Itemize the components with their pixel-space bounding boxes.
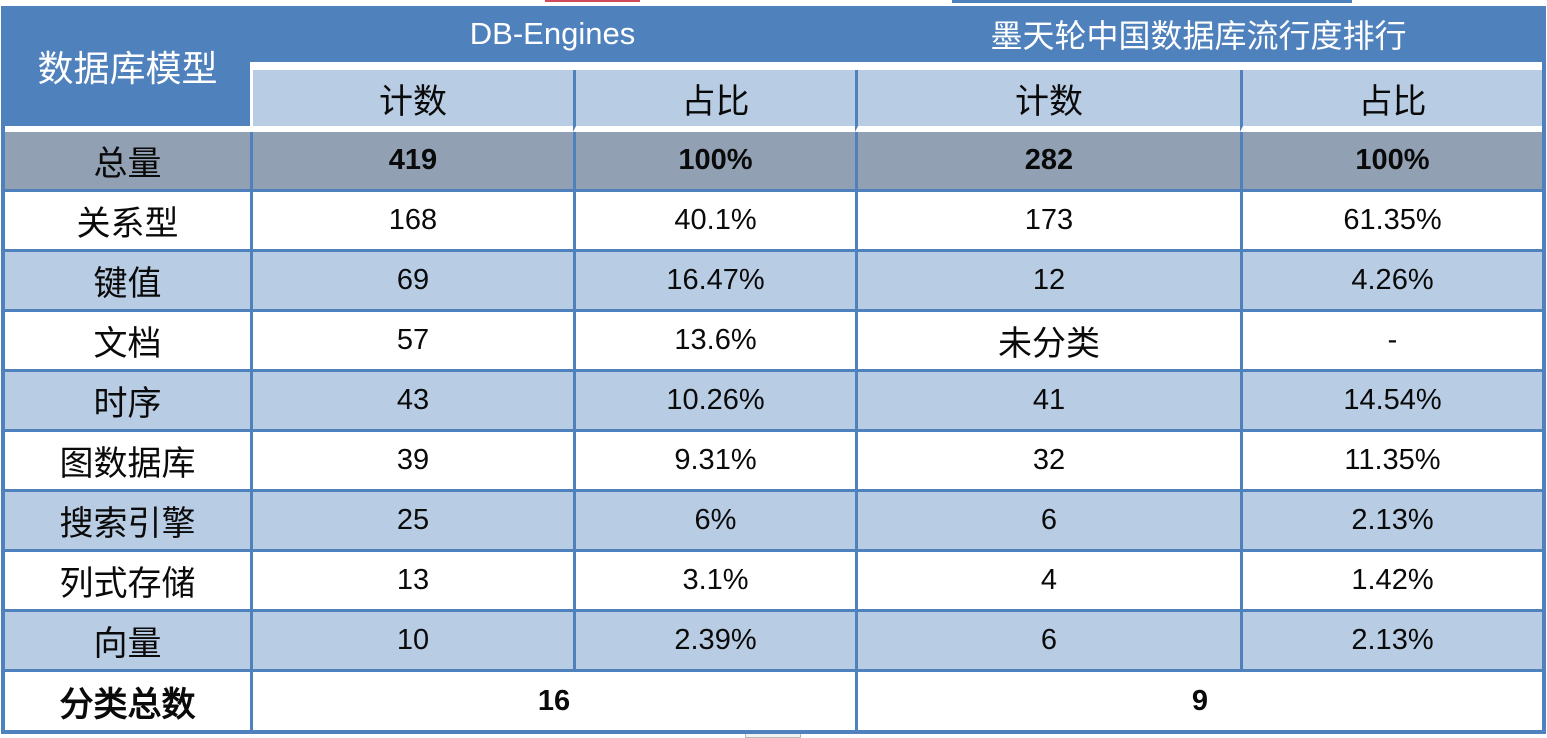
mo-count-cell: 6 [855,612,1240,672]
row-label: 时序 [5,372,250,432]
de-pct-cell: 16.47% [573,252,855,312]
corner-header-database-model: 数据库模型 [5,6,250,132]
de-count-cell: 13 [250,552,573,612]
group-header-db-engines: DB-Engines [250,6,855,70]
de-count-cell: 43 [250,372,573,432]
mo-pct-cell: - [1240,312,1542,372]
mo-pct-cell: 1.42% [1240,552,1542,612]
mo-pct-cell: 4.26% [1240,252,1542,312]
column-header-de-count: 计数 [250,70,573,132]
column-header-mo-count: 计数 [855,70,1240,132]
de-count-cell: 57 [250,312,573,372]
mo-count-cell: 未分类 [855,312,1240,372]
cropped-blue-line-artifact [952,0,1352,3]
de-pct-cell: 6% [573,492,855,552]
mo-pct-cell: 2.13% [1240,492,1542,552]
row-label: 键值 [5,252,250,312]
row-label: 文档 [5,312,250,372]
row-label: 向量 [5,612,250,672]
mo-count-cell: 173 [855,192,1240,252]
mo-count-cell: 41 [855,372,1240,432]
mo-count-cell: 6 [855,492,1240,552]
mo-pct-cell: 100% [1240,132,1542,192]
de-count-cell: 419 [250,132,573,192]
mo-pct-cell: 61.35% [1240,192,1542,252]
de-count-cell: 25 [250,492,573,552]
row-label: 列式存储 [5,552,250,612]
mo-category-total-cell: 9 [855,672,1542,730]
de-pct-cell: 10.26% [573,372,855,432]
de-pct-cell: 100% [573,132,855,192]
de-pct-cell: 40.1% [573,192,855,252]
mo-pct-cell: 14.54% [1240,372,1542,432]
mo-count-cell: 4 [855,552,1240,612]
mo-count-cell: 12 [855,252,1240,312]
de-pct-cell: 3.1% [573,552,855,612]
de-pct-cell: 2.39% [573,612,855,672]
mo-pct-cell: 2.13% [1240,612,1542,672]
de-count-cell: 10 [250,612,573,672]
column-header-de-pct: 占比 [573,70,855,132]
column-header-mo-pct: 占比 [1240,70,1542,132]
row-label: 图数据库 [5,432,250,492]
group-header-motianlun: 墨天轮中国数据库流行度排行 [855,6,1542,70]
database-model-comparison-table: 数据库模型 DB-Engines 墨天轮中国数据库流行度排行 计数 占比 计数 … [1,6,1546,734]
de-count-cell: 168 [250,192,573,252]
row-label: 搜索引擎 [5,492,250,552]
mo-count-cell: 32 [855,432,1240,492]
cropped-red-line-artifact [545,0,640,2]
de-count-cell: 39 [250,432,573,492]
de-pct-cell: 13.6% [573,312,855,372]
de-pct-cell: 9.31% [573,432,855,492]
mo-pct-cell: 11.35% [1240,432,1542,492]
de-count-cell: 69 [250,252,573,312]
de-category-total-cell: 16 [250,672,855,730]
footer-label: 分类总数 [5,672,250,730]
mo-count-cell: 282 [855,132,1240,192]
row-label: 关系型 [5,192,250,252]
row-label: 总量 [5,132,250,192]
